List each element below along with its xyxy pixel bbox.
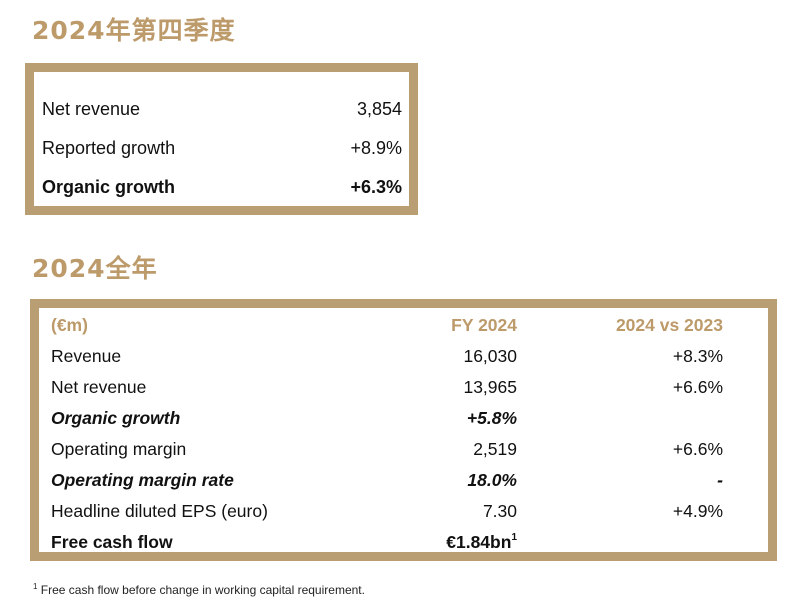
row-label: Free cash flow [51, 532, 173, 552]
row-value-cell: €1.84bn1 [361, 528, 517, 556]
footnote-text: Free cash flow before change in working … [37, 583, 365, 597]
q4-row-label: Net revenue [42, 99, 141, 119]
row-value: €1.84bn [446, 532, 512, 552]
change-column-header: 2024 vs 2023 [615, 315, 723, 335]
fy-row-net-revenue: Net revenue 13,965 +6.6% [51, 373, 723, 401]
row-value: 13,965 [463, 377, 517, 397]
row-value: 16,030 [463, 346, 517, 366]
fy-section-title: 2024全年 [32, 254, 158, 283]
q4-row-value: +8.9% [350, 138, 402, 158]
row-label: Net revenue [51, 377, 147, 397]
fy2024-column-header: FY 2024 [451, 315, 517, 335]
row-value: 2,519 [473, 439, 517, 459]
footnote-marker: 1 [33, 582, 38, 591]
q4-row-net-revenue: Net revenue 3,854 [42, 96, 402, 122]
q4-row-reported-growth: Reported growth +8.9% [42, 135, 402, 161]
row-label: Operating margin rate [51, 470, 234, 490]
row-label: Operating margin [51, 439, 187, 459]
fy-row-organic-growth: Organic growth +5.8% [51, 404, 723, 432]
fy-row-free-cash-flow: Free cash flow €1.84bn1 [51, 528, 723, 556]
q4-summary-box: Net revenue 3,854 Reported growth +8.9% … [25, 63, 418, 215]
row-change: - [717, 470, 723, 490]
q4-section-title: 2024年第四季度 [32, 16, 236, 45]
fy-summary-table: (€m) FY 2024 2024 vs 2023 Revenue 16,030… [30, 299, 777, 561]
fy-row-operating-margin-rate: Operating margin rate 18.0% - [51, 466, 723, 494]
q4-row-organic-growth: Organic growth +6.3% [42, 174, 402, 200]
q4-row-label: Reported growth [42, 138, 176, 158]
row-change: +4.9% [672, 501, 723, 521]
row-label: Headline diluted EPS (euro) [51, 501, 268, 521]
row-change: +6.6% [672, 439, 723, 459]
row-change: +8.3% [672, 346, 723, 366]
fy-row-headline-eps: Headline diluted EPS (euro) 7.30 +4.9% [51, 497, 723, 525]
row-value: +5.8% [466, 408, 517, 428]
fy-row-revenue: Revenue 16,030 +8.3% [51, 342, 723, 370]
q4-row-label: Organic growth [42, 177, 176, 197]
row-change: +6.6% [672, 377, 723, 397]
q4-row-value: 3,854 [356, 99, 402, 119]
row-value: 18.0% [467, 470, 517, 490]
row-label: Organic growth [51, 408, 181, 428]
row-value: 7.30 [482, 501, 517, 521]
row-label: Revenue [51, 346, 122, 366]
q4-row-value: +6.3% [350, 177, 402, 197]
footnote: 1 Free cash flow before change in workin… [33, 582, 365, 598]
unit-header: (€m) [51, 315, 88, 335]
fy-row-operating-margin: Operating margin 2,519 +6.6% [51, 435, 723, 463]
footnote-marker: 1 [511, 532, 517, 543]
fy-table-header: (€m) FY 2024 2024 vs 2023 [51, 311, 723, 339]
